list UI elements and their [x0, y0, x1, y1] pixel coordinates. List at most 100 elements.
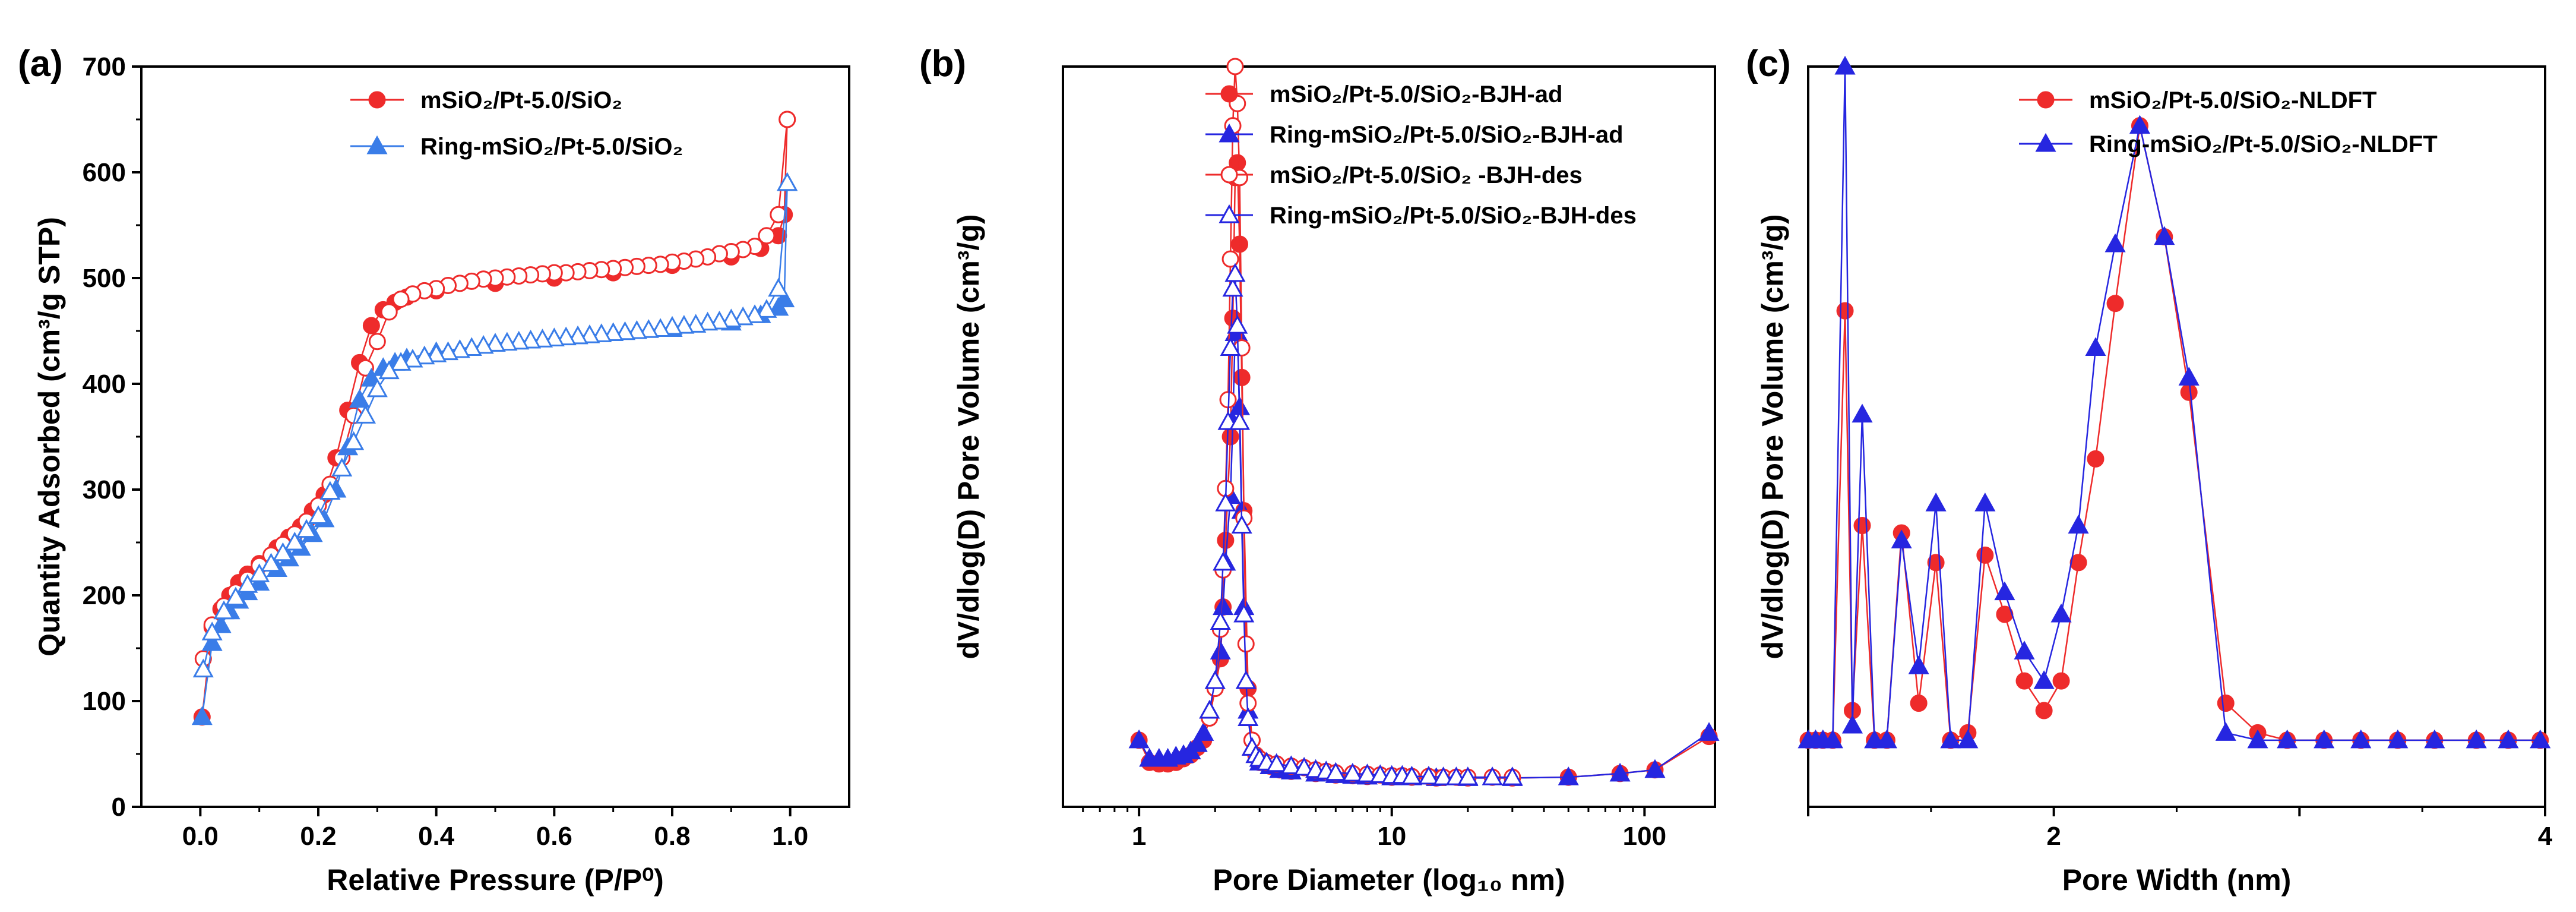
- data-point: [1221, 250, 1239, 268]
- series-line: [1808, 66, 2540, 741]
- y-tick-label: 600: [83, 158, 126, 187]
- plot-frame: [1062, 65, 1716, 808]
- data-point: [638, 319, 659, 338]
- data-point: [2277, 729, 2298, 749]
- data-point: [1401, 765, 1422, 785]
- legend-label: mSiO₂/Pt-5.0/SiO₂-NLDFT: [2089, 87, 2376, 113]
- data-point: [201, 621, 223, 640]
- panel-b: 1 10 100 Pore Diameter (log₁₀ nm) dV/dlog(D)…: [919, 43, 1720, 897]
- x-tick-label: 0.4: [418, 822, 455, 851]
- data-point: [1128, 729, 1150, 749]
- data-point: [1235, 670, 1257, 689]
- y-axis-title: dV/dlog(D) Pore Volume (cm³/g): [952, 214, 985, 659]
- x-tick-label: 1: [1132, 822, 1146, 851]
- data-point: [2105, 233, 2126, 253]
- series-1: [1797, 55, 2551, 749]
- data-point: [777, 172, 798, 191]
- data-point: [1853, 517, 1871, 535]
- data-point: [1644, 759, 1666, 778]
- legend-marker: [1219, 204, 1240, 223]
- data-point: [1698, 722, 1720, 741]
- data-point: [1224, 263, 1246, 282]
- data-point: [756, 299, 777, 318]
- data-point: [1558, 766, 1579, 785]
- data-point: [2035, 702, 2053, 719]
- data-point: [2498, 729, 2519, 749]
- data-point: [1237, 635, 1255, 653]
- data-point: [1994, 581, 2015, 601]
- x-axis-title: Pore Diameter (log₁₀ nm): [1213, 863, 1565, 897]
- data-point: [697, 311, 719, 331]
- data-point: [2015, 672, 2033, 690]
- data-point: [1325, 762, 1346, 781]
- legend-label: Ring-mSiO₂/Pt-5.0/SiO₂-BJH-ad: [1270, 122, 1624, 148]
- data-point: [1974, 493, 1996, 512]
- data-point: [1220, 337, 1241, 356]
- data-point: [1822, 729, 1843, 749]
- data-point: [708, 310, 730, 330]
- y-axis-title: dV/dlog(D) Pore Volume (cm³/g): [1756, 214, 1789, 659]
- data-point: [758, 227, 776, 245]
- panel-label: (a): [18, 43, 63, 84]
- legend-marker: [1220, 166, 1238, 184]
- legend-marker: [2037, 91, 2055, 109]
- data-point: [2050, 603, 2072, 623]
- legend-label: mSiO₂/Pt-5.0/SiO₂: [420, 87, 622, 113]
- data-point: [779, 111, 796, 128]
- data-point: [260, 553, 282, 572]
- series-3: [192, 172, 798, 678]
- y-tick-label: 0: [112, 793, 126, 822]
- data-point: [720, 308, 742, 327]
- data-point: [1238, 707, 1259, 726]
- legend: mSiO₂/Pt-5.0/SiO₂-NLDFT Ring-mSiO₂/Pt-5.0…: [2019, 87, 2438, 157]
- data-point: [2014, 640, 2035, 659]
- data-point: [614, 321, 636, 340]
- data-point: [392, 291, 410, 308]
- legend-label: mSiO₂/Pt-5.0/SiO₂-BJH-ad: [1270, 81, 1562, 108]
- data-point: [368, 333, 386, 351]
- data-point: [1908, 655, 1929, 674]
- y-axis-title: Quantity Adsorbed (cm³/g STP): [33, 217, 66, 657]
- data-point: [1841, 714, 1863, 734]
- data-point: [1502, 766, 1523, 785]
- y-tick-label: 100: [83, 687, 126, 716]
- data-point: [362, 317, 380, 334]
- x-tick-label: 0.0: [182, 822, 219, 851]
- x-tick-label: 0.8: [654, 822, 690, 851]
- series-line: [201, 119, 788, 717]
- data-point: [237, 574, 258, 593]
- data-point: [603, 322, 624, 342]
- data-point: [201, 632, 223, 651]
- data-point: [1231, 515, 1252, 534]
- data-point: [1233, 603, 1255, 623]
- x-tick-label: 2: [2046, 822, 2061, 851]
- data-point: [1213, 596, 1234, 616]
- data-point: [2466, 729, 2487, 749]
- legend-marker: [368, 91, 386, 109]
- data-point: [192, 658, 214, 678]
- data-point: [543, 327, 565, 346]
- panel-a: 0.0 0.2 0.4 0.6 0.8 1.0 0 100 200 300 400 500 600 700…: [18, 43, 850, 897]
- data-point: [2154, 226, 2175, 245]
- data-point: [2350, 729, 2372, 749]
- data-point: [1193, 722, 1214, 741]
- data-point: [520, 329, 542, 349]
- data-point: [1215, 493, 1236, 512]
- data-point: [473, 334, 494, 354]
- data-point: [1210, 611, 1231, 630]
- data-point: [1293, 756, 1315, 776]
- data-point: [1217, 531, 1235, 549]
- data-point: [461, 337, 482, 356]
- data-point: [414, 345, 435, 365]
- data-point: [1213, 551, 1234, 571]
- data-point: [2129, 115, 2150, 134]
- data-point: [1433, 766, 1454, 785]
- data-point: [1221, 428, 1239, 446]
- data-point: [2106, 295, 2124, 313]
- data-point: [426, 343, 447, 362]
- legend-label: Ring-mSiO₂/Pt-5.0/SiO₂-NLDFT: [2089, 131, 2438, 157]
- data-point: [1940, 729, 1961, 749]
- x-tick-label: 0.6: [536, 822, 572, 851]
- data-point: [1910, 695, 1928, 712]
